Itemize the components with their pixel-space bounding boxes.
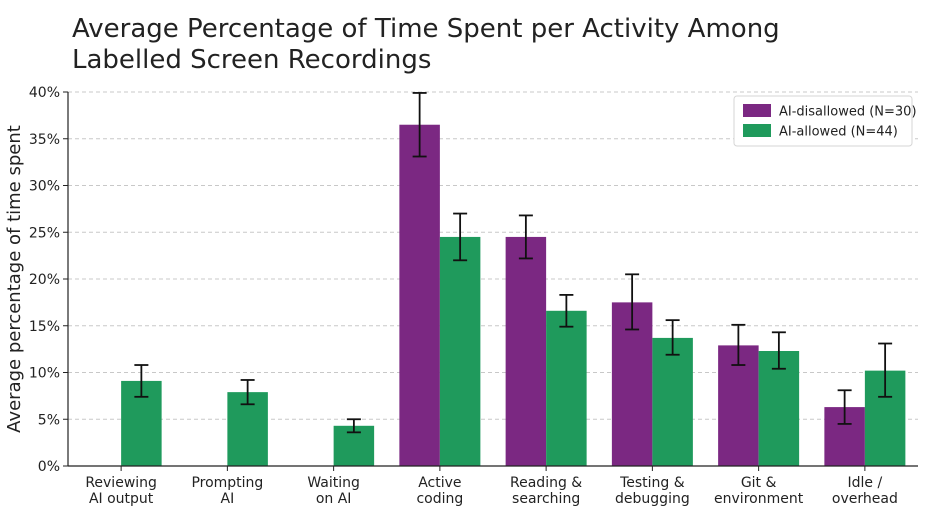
x-tick-label-line: searching [512, 491, 580, 507]
x-tick-label-line: Reading & [510, 475, 582, 491]
legend-label[interactable]: AI-disallowed (N=30) [779, 105, 917, 120]
x-tick-label-line: debugging [615, 491, 690, 507]
x-tick-label-line: coding [416, 491, 463, 507]
x-tick-label-line: Testing & [619, 475, 685, 491]
legend[interactable]: AI-disallowed (N=30) AI-allowed (N=44) [733, 95, 917, 147]
bar-ai-disallowed [399, 124, 440, 466]
y-tick-label: 25% [29, 225, 60, 241]
x-tick-label: Reviewing AI output [85, 475, 157, 507]
x-tick-label: Active coding [416, 475, 463, 507]
error-bars [134, 92, 893, 434]
x-tick-label-line: AI [221, 491, 235, 507]
x-tick-label: Waiting on AI [307, 475, 360, 507]
x-tick-label-line: Prompting [191, 475, 263, 491]
x-tick-label-line: AI output [89, 491, 154, 507]
y-tick-label: 10% [29, 366, 60, 382]
x-tick-label-line: Idle / [848, 475, 883, 491]
y-tick-label: 30% [29, 179, 60, 195]
bar-ai-allowed [439, 236, 481, 466]
x-tick-label: Idle / overhead [832, 475, 898, 507]
legend-box [733, 95, 913, 147]
bar-ai-allowed [758, 350, 800, 466]
bar-ai-allowed [652, 337, 693, 466]
y-axis-title: Average percentage of time spent [4, 125, 25, 433]
y-tick-label: 35% [29, 132, 60, 148]
bars [121, 124, 906, 466]
x-tick-label: Testing & debugging [615, 475, 690, 507]
legend-label[interactable]: AI-allowed (N=44) [779, 125, 898, 140]
x-tick-label: Reading & searching [510, 475, 582, 507]
x-tick-label-line: Active [418, 475, 461, 491]
chart-title-line-1: Average Percentage of Time Spent per Act… [72, 14, 780, 44]
chart-title: Average Percentage of Time Spent per Act… [72, 14, 892, 76]
x-tick-label: Prompting AI [191, 475, 263, 507]
y-tick-label: 20% [29, 272, 60, 288]
y-tick-label: 40% [29, 85, 60, 101]
x-tick-label-line: Waiting [307, 475, 360, 491]
axis-labels: 0% 5% 10% 15% 20% 25% 30% 35% 40% Reviewing AI out… [4, 85, 898, 507]
chart-title-line-2: Labelled Screen Recordings [72, 45, 432, 75]
x-tick-label: Git & environment [714, 475, 804, 507]
x-tick-label-line: on AI [316, 491, 352, 507]
axes [63, 91, 918, 471]
x-tick-label-line: Git & [741, 475, 777, 491]
y-tick-label: 0% [38, 459, 60, 475]
bar-ai-disallowed [505, 236, 547, 466]
legend-swatch [743, 104, 771, 117]
x-tick-label-line: overhead [832, 491, 898, 507]
legend-swatch [743, 124, 771, 137]
x-tick-label-line: environment [714, 491, 804, 507]
y-tick-label: 5% [38, 412, 60, 428]
y-tick-label: 15% [29, 319, 60, 335]
bar-ai-allowed [546, 310, 587, 466]
x-tick-label-line: Reviewing [85, 475, 157, 491]
